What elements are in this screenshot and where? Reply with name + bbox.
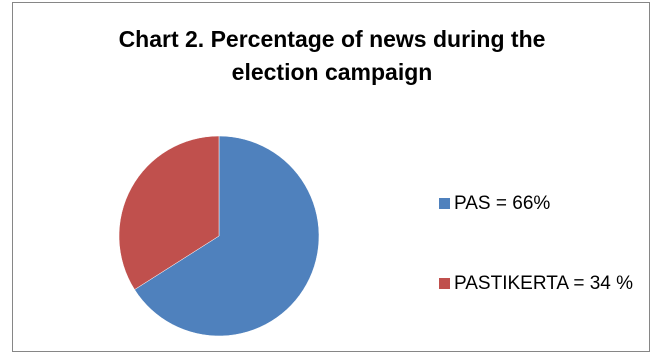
chart-title-line-1: Chart 2. Percentage of news during the bbox=[118, 26, 546, 52]
legend-label-pas: PAS = 66% bbox=[454, 193, 551, 214]
legend-item-pastikerta: PASTIKERTA = 34 % bbox=[439, 271, 639, 297]
chart-title: Chart 2. Percentage of news during the e… bbox=[83, 23, 581, 89]
legend-swatch-pastikerta bbox=[439, 278, 450, 289]
pie-slice-1 bbox=[118, 135, 220, 290]
legend-item-pas: PAS = 66% bbox=[439, 191, 639, 217]
legend-swatch-pas bbox=[439, 198, 450, 209]
pie-slice-0 bbox=[134, 135, 320, 337]
pie-chart bbox=[118, 135, 320, 337]
legend: PAS = 66% PASTIKERTA = 34 % bbox=[439, 191, 639, 297]
legend-label-pastikerta: PASTIKERTA = 34 % bbox=[454, 273, 633, 294]
chart-title-line-2: election campaign bbox=[231, 59, 433, 85]
chart-area: Chart 2. Percentage of news during the e… bbox=[12, 2, 650, 352]
